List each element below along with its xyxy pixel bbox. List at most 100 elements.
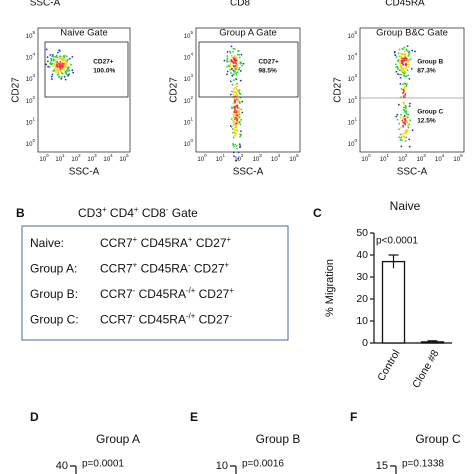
marker-name: Gate bbox=[168, 206, 198, 220]
flow-dot bbox=[402, 83, 404, 86]
flow-dot bbox=[393, 50, 396, 53]
tick-exp: 2 bbox=[354, 95, 357, 100]
flow-dot bbox=[239, 70, 242, 72]
flow-dot bbox=[236, 85, 239, 88]
flow-dot bbox=[238, 68, 240, 71]
flow-dot bbox=[398, 73, 401, 76]
row-markers: CCR7- CD45RA-/+ CD27+ bbox=[100, 286, 234, 301]
flow-dot bbox=[59, 69, 62, 72]
flow-dot bbox=[238, 107, 241, 109]
x-tick-label: 104 bbox=[435, 153, 445, 162]
flow-dot bbox=[238, 91, 240, 94]
flow-dot bbox=[72, 71, 75, 74]
flow-dot bbox=[397, 73, 399, 75]
flow-dot bbox=[234, 101, 236, 104]
flow-dot bbox=[234, 67, 237, 70]
flow-dot bbox=[230, 72, 232, 74]
flow-dot bbox=[52, 69, 55, 72]
flow-dot bbox=[236, 114, 239, 116]
flow-dot bbox=[401, 70, 403, 73]
row-label: Group A: bbox=[30, 262, 77, 276]
flow-dot bbox=[235, 111, 237, 114]
flow-dot bbox=[401, 67, 403, 70]
flow-dot bbox=[398, 122, 401, 125]
flow-dot bbox=[399, 65, 402, 68]
flow-dot bbox=[401, 119, 404, 122]
flow-dot bbox=[64, 78, 67, 81]
tick-exp: 5 bbox=[32, 30, 35, 35]
flow-dot bbox=[395, 63, 397, 66]
flow-dot bbox=[404, 122, 406, 125]
tick-exp: 0 bbox=[204, 153, 207, 158]
flow-dot bbox=[238, 116, 241, 119]
y-tick-label: 100 bbox=[348, 138, 358, 147]
row-label: Group C: bbox=[30, 313, 79, 327]
flow-dot bbox=[401, 118, 404, 121]
flow-dot bbox=[235, 159, 238, 162]
flow-dot bbox=[233, 126, 236, 129]
y-tick-label: 100 bbox=[184, 138, 194, 147]
flow-dot bbox=[235, 56, 238, 59]
flow-dot bbox=[57, 71, 60, 74]
y-tick-label: 103 bbox=[348, 73, 358, 82]
flow-dot bbox=[46, 56, 49, 59]
tick-exp: 5 bbox=[190, 30, 193, 35]
flow-dot bbox=[51, 55, 54, 58]
tick-base: 10 bbox=[348, 142, 355, 148]
flow-dot bbox=[233, 48, 236, 50]
flow-dot bbox=[403, 115, 406, 117]
flow-dot bbox=[56, 56, 59, 59]
flow-dot bbox=[229, 63, 232, 66]
tick-exp: 0 bbox=[354, 138, 357, 143]
flow-dot bbox=[400, 55, 403, 58]
flow-dot bbox=[240, 130, 242, 133]
marker-sign: -/+ bbox=[186, 311, 196, 320]
flow-dot bbox=[55, 64, 58, 66]
y-axis-label: CD27 bbox=[333, 77, 344, 103]
x-axis-label: SSC-A bbox=[69, 167, 100, 178]
tick-base: 10 bbox=[26, 55, 33, 61]
flow-dot bbox=[234, 108, 236, 111]
flow-dot bbox=[238, 121, 241, 124]
tick-exp: 1 bbox=[354, 117, 357, 122]
flow-dot bbox=[54, 66, 57, 69]
marker-name: CD27 bbox=[191, 262, 225, 276]
tick-base: 10 bbox=[184, 142, 191, 148]
flow-dot bbox=[233, 116, 235, 118]
x-tick-label: 102 bbox=[234, 153, 244, 162]
flow-dot bbox=[56, 58, 59, 61]
tick-exp: 0 bbox=[32, 138, 35, 143]
y-tick-label: 100 bbox=[26, 138, 36, 147]
flow-dot bbox=[236, 106, 239, 109]
flow-dot bbox=[233, 99, 236, 102]
flow-dot bbox=[402, 124, 405, 127]
tick-exp: 4 bbox=[190, 52, 193, 57]
flow-dot bbox=[232, 69, 235, 72]
flow-dot bbox=[238, 66, 241, 69]
x-tick-label: 100 bbox=[361, 153, 371, 162]
y-axis-label: % Migration bbox=[324, 259, 336, 317]
flow-dot bbox=[399, 116, 402, 119]
flow-dot bbox=[234, 124, 237, 126]
flow-dot bbox=[241, 64, 243, 67]
flow-dot bbox=[64, 66, 66, 68]
tick-exp: 4 bbox=[278, 153, 281, 158]
marker-sign: + bbox=[102, 205, 107, 214]
flow-dot bbox=[396, 66, 399, 69]
flow-dot bbox=[241, 111, 244, 114]
flow-dot bbox=[404, 104, 407, 107]
annotation: p=0.0001 bbox=[82, 459, 124, 470]
panel-b-title: CD3+ CD4+ CD8- Gate bbox=[78, 205, 198, 220]
flow-dot bbox=[50, 75, 53, 78]
flow-dot bbox=[239, 79, 242, 82]
gate bbox=[198, 41, 299, 98]
flow-dot bbox=[239, 123, 242, 126]
flow-dot bbox=[405, 85, 408, 87]
tick-exp: 3 bbox=[423, 153, 426, 158]
flow-dot bbox=[403, 72, 406, 75]
flow-dot bbox=[231, 131, 234, 134]
flow-dot bbox=[61, 72, 64, 75]
tick-base: 10 bbox=[184, 98, 191, 104]
tick-exp: 1 bbox=[62, 153, 65, 158]
